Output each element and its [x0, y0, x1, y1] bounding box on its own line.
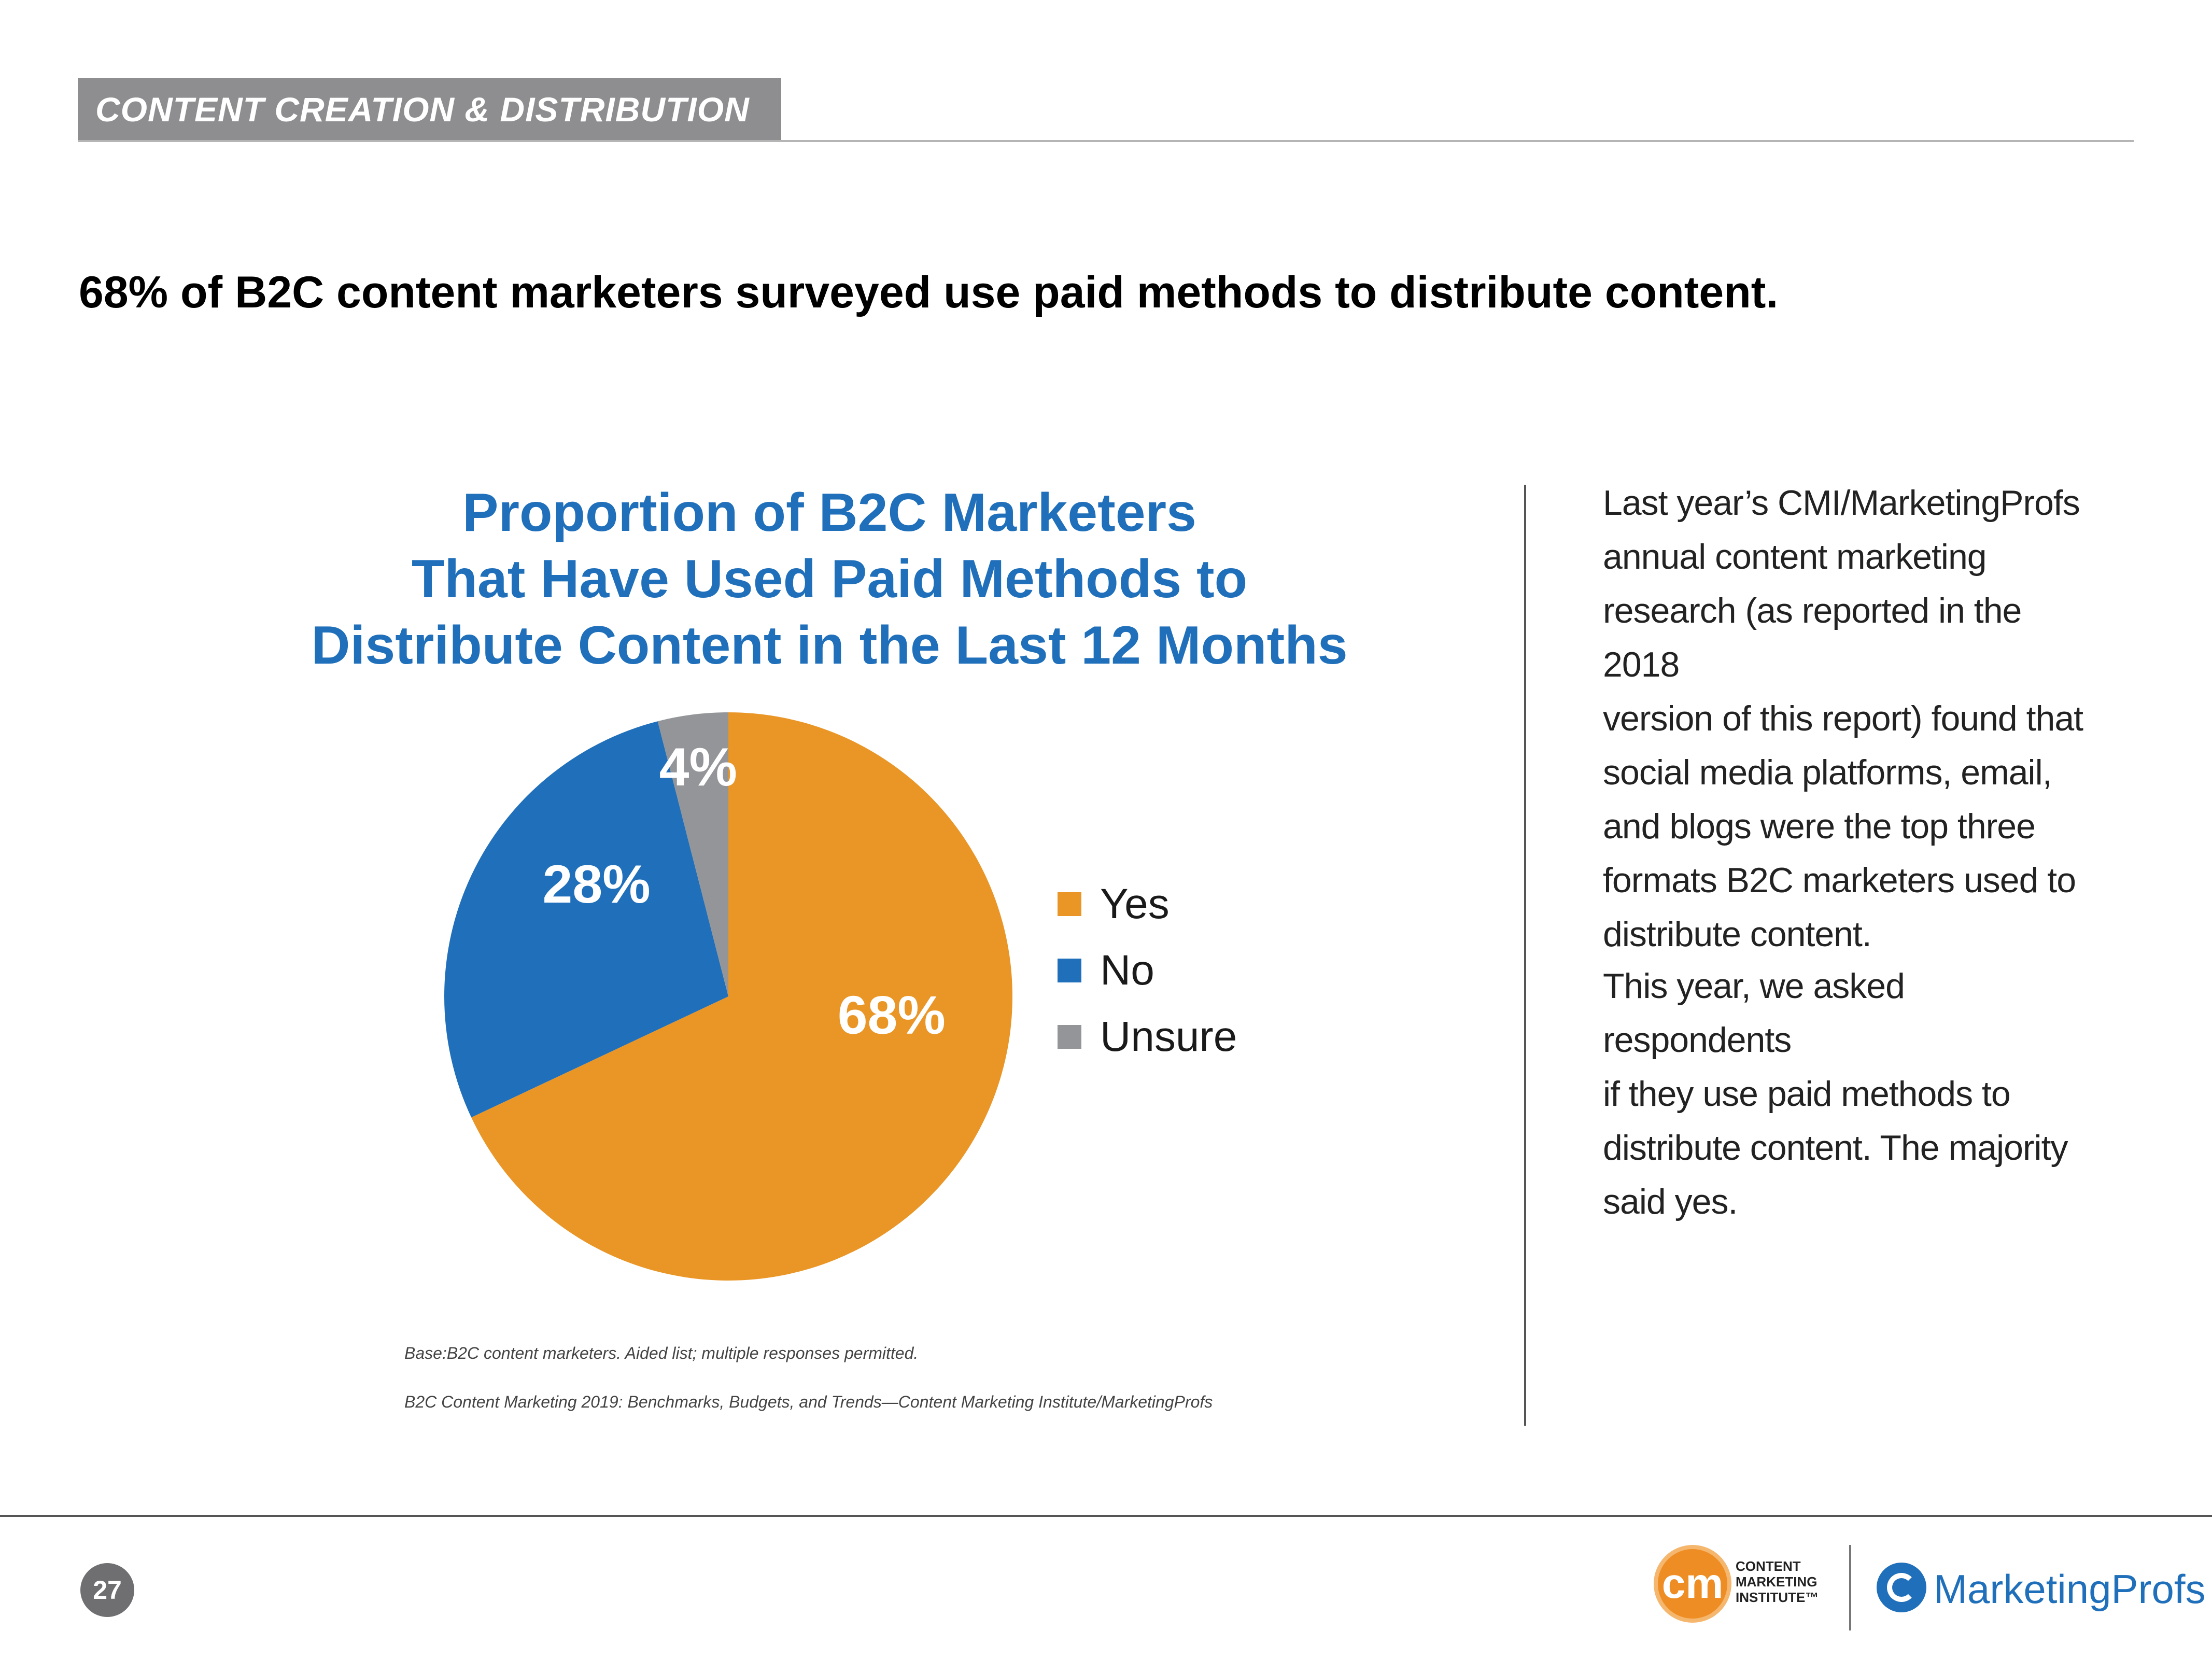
sidebar-p2-line: distribute content. The majority	[1603, 1128, 2068, 1168]
legend-label-no: No	[1100, 947, 1154, 994]
pie-label-no: 28%	[543, 854, 651, 915]
marketingprofs-icon	[1877, 1563, 1926, 1612]
legend-item-unsure: Unsure	[1058, 1004, 1237, 1070]
page-headline: 68% of B2C content marketers surveyed us…	[79, 268, 1779, 317]
sidebar-p1-line: and blogs were the top three	[1603, 807, 2036, 846]
cmi-logo-line: INSTITUTE™	[1736, 1590, 1819, 1605]
cmi-logo-line: CONTENT	[1736, 1558, 1801, 1574]
sidebar-p1-line: annual content marketing	[1603, 537, 1987, 577]
section-label: CONTENT CREATION & DISTRIBUTION	[78, 78, 781, 141]
cmi-logo: cm CONTENT MARKETING INSTITUTE™	[1654, 1545, 1830, 1628]
section-rule	[78, 140, 2134, 142]
sidebar-p1-line: Last year’s CMI/MarketingProfs	[1603, 483, 2080, 523]
marketingprofs-logo-text: MarketingProfs	[1934, 1566, 2206, 1612]
legend-label-unsure: Unsure	[1100, 1013, 1237, 1060]
footnote-base: Base:B2C content marketers. Aided list; …	[404, 1344, 919, 1362]
pie-slice-no	[444, 721, 728, 1118]
pie-label-yes: 68%	[838, 985, 946, 1045]
chart-legend: Yes No Unsure	[1058, 871, 1237, 1070]
sidebar-paragraph-2: This year, we asked respondents if they …	[1603, 959, 2101, 1229]
vertical-divider	[1524, 485, 1526, 1426]
cmi-logo-text: CONTENT MARKETING INSTITUTE™	[1736, 1558, 1819, 1605]
sidebar-p1-line: formats B2C marketers used to	[1603, 861, 2076, 900]
sidebar-p1-line: distribute content.	[1603, 915, 1872, 954]
footnote-source: B2C Content Marketing 2019: Benchmarks, …	[404, 1393, 1213, 1411]
logo-divider	[1849, 1545, 1851, 1630]
marketingprofs-logo: MarketingProfs	[1877, 1560, 2206, 1618]
sidebar-paragraph-1: Last year’s CMI/MarketingProfs annual co…	[1603, 476, 2101, 961]
sidebar-p1-line: version of this report) found that	[1603, 699, 2083, 738]
pie-slice-yes	[471, 712, 1012, 1281]
legend-swatch-no	[1058, 959, 1081, 982]
sidebar-p2-line: said yes.	[1603, 1182, 1738, 1221]
pie-label-unsure: 4%	[659, 737, 737, 797]
sidebar-p1-line: research (as reported in the 2018	[1603, 591, 2022, 684]
page-number-badge: 27	[80, 1563, 134, 1617]
sidebar-p2-line: if they use paid methods to	[1603, 1074, 2011, 1114]
chart-title: Proportion of B2C Marketers That Have Us…	[218, 480, 1441, 679]
pie-slice-unsure	[657, 712, 728, 996]
chart-title-line-2: That Have Used Paid Methods to	[411, 549, 1248, 609]
cmi-logo-line: MARKETING	[1736, 1574, 1817, 1590]
chart-title-line-3: Distribute Content in the Last 12 Months	[311, 615, 1348, 676]
legend-label-yes: Yes	[1100, 880, 1170, 927]
sidebar-p2-line: This year, we asked respondents	[1603, 966, 1905, 1060]
legend-swatch-yes	[1058, 892, 1081, 916]
footer-rule	[0, 1515, 2212, 1517]
legend-item-no: No	[1058, 937, 1237, 1004]
legend-swatch-unsure	[1058, 1025, 1081, 1049]
legend-item-yes: Yes	[1058, 871, 1237, 937]
cmi-logo-mark: cm	[1661, 1560, 1724, 1607]
chart-title-line-1: Proportion of B2C Marketers	[462, 483, 1196, 543]
sidebar-p1-line: social media platforms, email,	[1603, 753, 2052, 792]
cmi-logo-circle	[1654, 1545, 1731, 1623]
